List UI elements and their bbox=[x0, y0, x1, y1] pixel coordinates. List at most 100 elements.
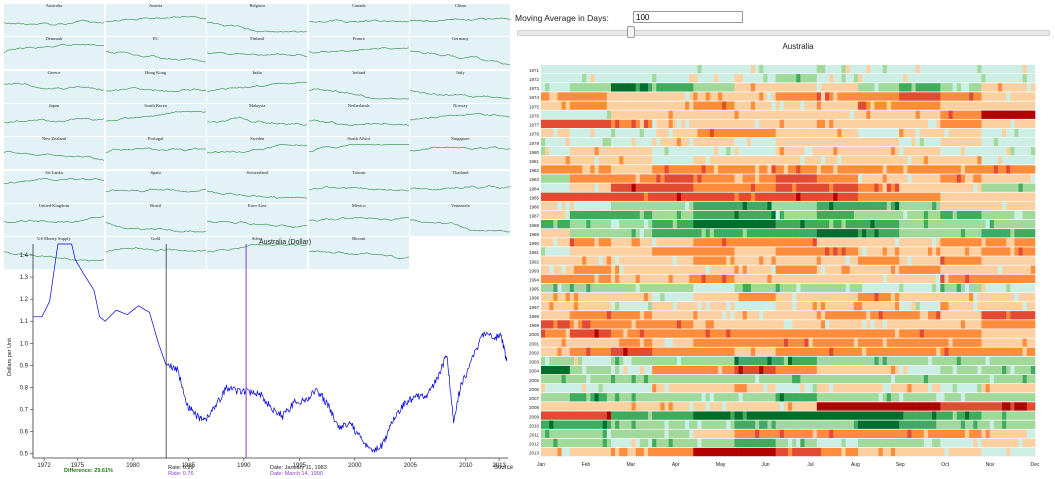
small-multiple-cell[interactable]: Hong Kong bbox=[105, 70, 207, 104]
heatmap-cell bbox=[705, 65, 711, 74]
heatmap-cell bbox=[590, 247, 595, 256]
heatmap-cell bbox=[779, 192, 785, 201]
heatmap-cell bbox=[837, 292, 842, 302]
small-multiple-cell[interactable]: Thailand bbox=[410, 170, 512, 204]
small-multiple-cell[interactable]: Malaysia bbox=[207, 103, 309, 137]
small-multiple-cell[interactable]: India bbox=[207, 70, 309, 104]
small-multiple-cell[interactable]: Belgium bbox=[207, 4, 309, 37]
heatmap-cell bbox=[627, 192, 632, 201]
heatmap-cell bbox=[623, 393, 628, 402]
heatmap-cell bbox=[602, 147, 608, 156]
small-multiple-cell[interactable]: Mexico bbox=[308, 203, 410, 237]
heatmap-cell bbox=[792, 192, 797, 201]
small-multiple-cell[interactable]: Italy bbox=[410, 70, 512, 104]
heatmap-cell bbox=[598, 329, 604, 338]
x-tick-label: 1985 bbox=[182, 463, 196, 469]
moving-average-slider-thumb[interactable] bbox=[627, 26, 635, 38]
small-multiple-cell[interactable]: France bbox=[308, 37, 410, 71]
heatmap-cell bbox=[718, 256, 723, 265]
small-multiple-cell[interactable]: Japan bbox=[4, 103, 105, 137]
heatmap-cell bbox=[948, 283, 953, 293]
heatmap-cell bbox=[1014, 374, 1019, 384]
small-multiple-cell[interactable]: Switzerland bbox=[207, 170, 309, 204]
heatmap-cell bbox=[944, 101, 949, 110]
heatmap-cell bbox=[635, 411, 641, 420]
small-multiple-cell[interactable]: Denmark bbox=[4, 37, 105, 71]
heatmap-cell bbox=[899, 101, 904, 110]
heatmap-cell bbox=[594, 219, 599, 229]
small-multiple-cell[interactable]: China bbox=[410, 4, 512, 37]
sparkline bbox=[207, 190, 308, 199]
heatmap-cell bbox=[948, 192, 953, 201]
small-multiple-cell[interactable]: Silver bbox=[207, 237, 309, 271]
heatmap-cell bbox=[763, 247, 768, 256]
small-multiple-cell[interactable]: Bitcoin bbox=[308, 237, 410, 271]
heatmap-cell bbox=[680, 338, 686, 347]
small-multiple-cell[interactable]: Singapore bbox=[410, 137, 512, 171]
small-multiple-cell[interactable]: Euro Area bbox=[207, 203, 309, 237]
heatmap-cell bbox=[845, 411, 851, 420]
moving-average-input[interactable] bbox=[633, 11, 743, 23]
small-multiple-cell[interactable]: Brazil bbox=[105, 203, 207, 237]
small-multiple-cell[interactable]: EC bbox=[105, 37, 207, 71]
small-multiple-cell[interactable]: United Kingdom bbox=[4, 203, 105, 237]
small-multiple-label: Italy bbox=[456, 70, 465, 75]
heatmap-cell bbox=[545, 92, 550, 101]
heatmap-cell bbox=[792, 201, 797, 211]
heatmap-cell bbox=[932, 256, 937, 265]
heatmap-cell bbox=[750, 374, 756, 384]
heatmap-cell bbox=[738, 347, 744, 356]
heatmap-cell bbox=[997, 101, 1003, 110]
heatmap-cell bbox=[656, 156, 661, 165]
heatmap-cell bbox=[977, 156, 982, 165]
moving-average-slider[interactable] bbox=[517, 30, 1050, 36]
heatmap-cell bbox=[907, 183, 912, 192]
heatmap-cell bbox=[631, 356, 636, 366]
heatmap-cell bbox=[763, 183, 768, 192]
heatmap-cell bbox=[940, 411, 945, 420]
heatmap-cell bbox=[849, 137, 855, 147]
small-multiple-cell[interactable]: Australia bbox=[4, 4, 105, 37]
heatmap-cell bbox=[746, 347, 752, 356]
heatmap-cell bbox=[742, 201, 748, 211]
small-multiple-cell[interactable]: Finland bbox=[207, 37, 309, 71]
heatmap-cell bbox=[948, 265, 953, 274]
heatmap-cell bbox=[997, 265, 1003, 274]
heatmap-cell bbox=[903, 338, 908, 347]
heatmap-cell bbox=[788, 402, 793, 411]
small-multiple-cell[interactable]: South Africa bbox=[308, 137, 410, 171]
small-multiple-cell[interactable]: Germany bbox=[410, 37, 512, 71]
heatmap-cell bbox=[977, 384, 982, 393]
small-multiple-cell[interactable]: Sweden bbox=[207, 137, 309, 171]
source-link[interactable]: Source bbox=[494, 465, 514, 471]
small-multiple-cell[interactable]: Spain bbox=[105, 170, 207, 204]
heatmap-cell bbox=[722, 320, 727, 329]
small-multiple-cell[interactable]: Taiwan bbox=[308, 170, 410, 204]
small-multiple-cell[interactable]: Portugal bbox=[105, 137, 207, 171]
small-multiple-cell[interactable]: Austria bbox=[105, 4, 207, 37]
small-multiple-cell[interactable]: Norway bbox=[410, 103, 512, 137]
small-multiple-cell[interactable]: US Money Supply bbox=[4, 237, 105, 271]
heatmap-cell bbox=[606, 92, 612, 101]
heatmap-cell bbox=[927, 402, 933, 411]
heatmap-cell bbox=[693, 256, 698, 265]
small-multiple-cell[interactable]: Sri Lanka bbox=[4, 170, 105, 204]
heatmap-cell bbox=[561, 101, 566, 110]
small-multiple-cell[interactable]: New Zealand bbox=[4, 137, 105, 171]
small-multiple-cell[interactable]: Ireland bbox=[308, 70, 410, 104]
heatmap-cell bbox=[915, 347, 921, 356]
heatmap-cell bbox=[952, 329, 958, 338]
heatmap-cell bbox=[648, 411, 653, 420]
heatmap-cell bbox=[565, 384, 571, 393]
small-multiple-cell[interactable]: Venezuela bbox=[410, 203, 512, 237]
small-multiple-cell[interactable]: South Korea bbox=[105, 103, 207, 137]
small-multiple-cell[interactable]: Canada bbox=[308, 4, 410, 37]
heatmap-cell bbox=[1030, 320, 1036, 329]
heatmap-cell bbox=[742, 356, 748, 366]
heatmap-cell bbox=[615, 201, 620, 211]
heatmap-cell bbox=[886, 274, 892, 283]
small-multiple-cell[interactable]: Greece bbox=[4, 70, 105, 104]
heatmap-cell bbox=[705, 210, 711, 220]
small-multiple-cell[interactable]: Netherlands bbox=[308, 103, 410, 137]
small-multiple-cell[interactable]: Gold bbox=[105, 237, 207, 271]
